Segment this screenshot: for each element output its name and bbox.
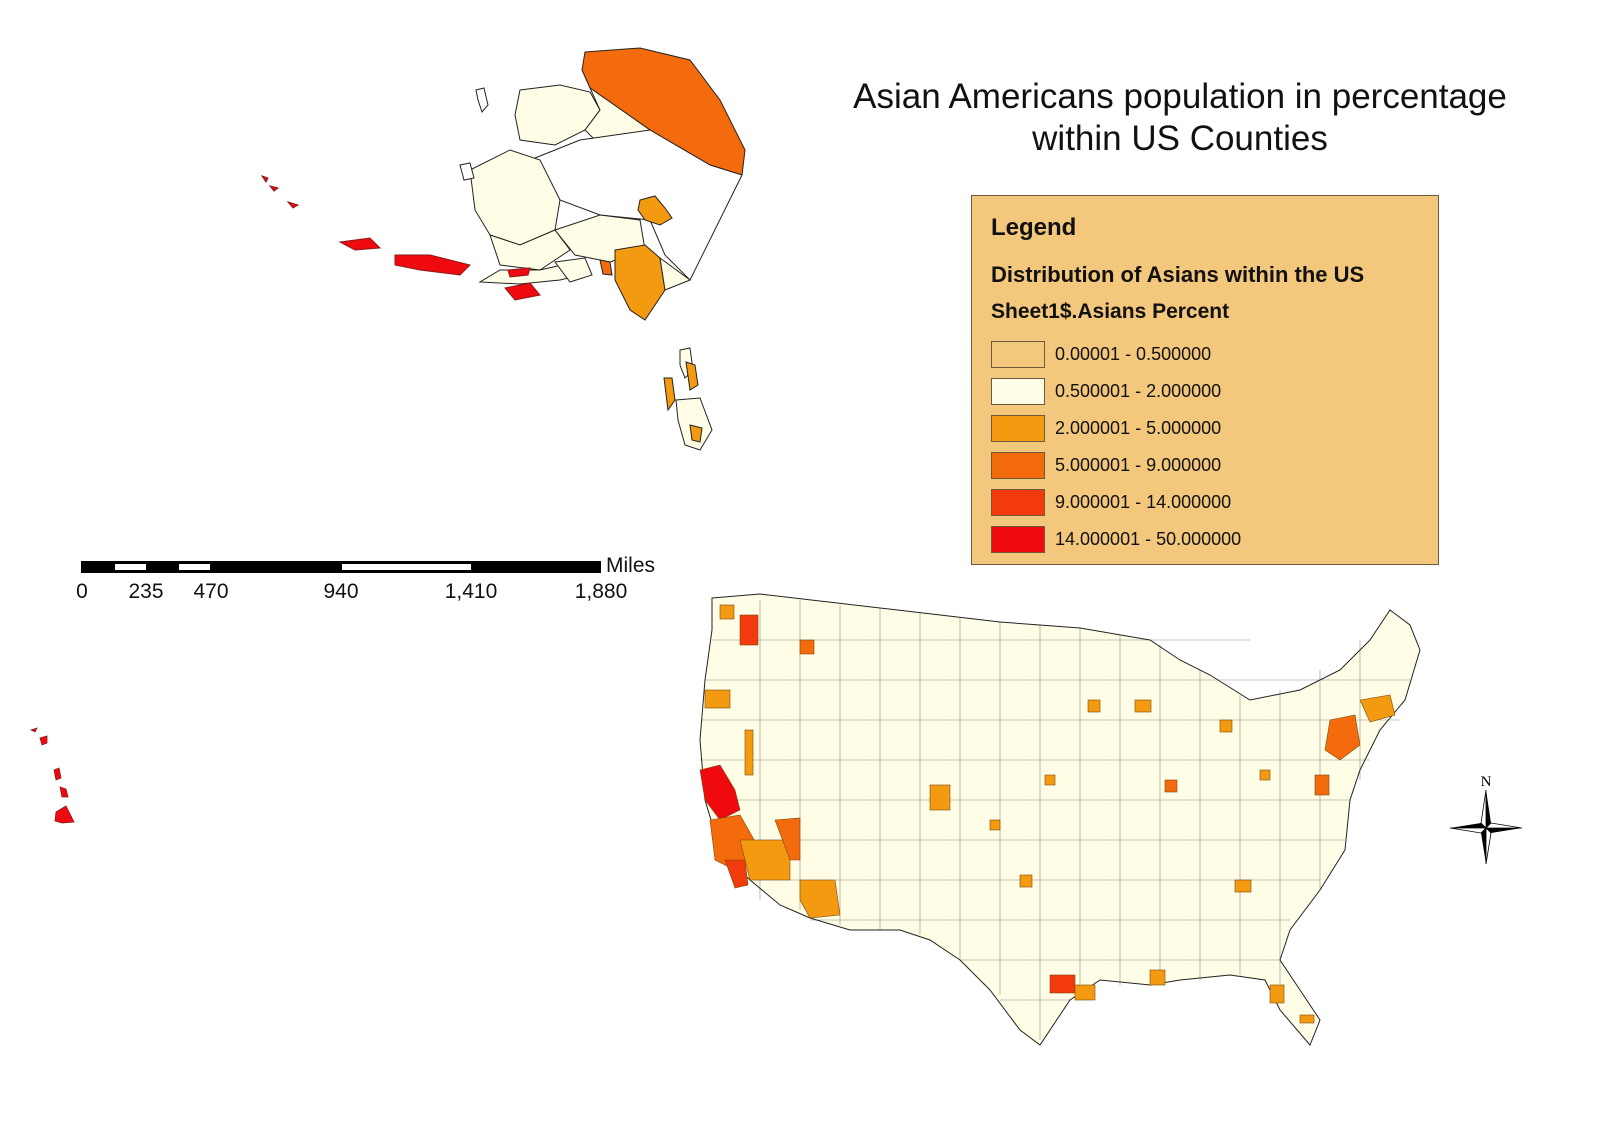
legend-item: 9.000001 - 14.000000 — [991, 484, 1241, 521]
legend-swatch — [991, 415, 1045, 442]
legend-item-label: 9.000001 - 14.000000 — [1055, 492, 1232, 512]
scale-tick: 1,880 — [574, 580, 628, 603]
legend-item: 5.000001 - 9.000000 — [991, 447, 1241, 484]
legend-item: 2.000001 - 5.000000 — [991, 410, 1241, 447]
scale-bar-segment — [179, 564, 210, 570]
compass-rose-icon — [1449, 789, 1523, 865]
legend-item: 14.000001 - 50.000000 — [991, 521, 1241, 558]
legend-panel: Legend Distribution of Asians within the… — [971, 195, 1439, 565]
legend-heading: Distribution of Asians within the US — [991, 262, 1365, 287]
map-title-line2: within US Counties — [1032, 119, 1328, 158]
legend-item: 0.500001 - 2.000000 — [991, 373, 1241, 410]
map-title-line1: Asian Americans population in percentage — [853, 77, 1507, 116]
legend-item-label: 2.000001 - 5.000000 — [1055, 418, 1222, 438]
legend-field-name: Sheet1$.Asians Percent — [991, 300, 1230, 323]
legend-swatch — [991, 452, 1045, 479]
legend-title: Legend — [991, 214, 1077, 241]
north-label: N — [1480, 774, 1492, 790]
legend-item-label: 5.000001 - 9.000000 — [1055, 455, 1222, 475]
map-title: Asian Americans population in percentage… — [820, 76, 1540, 160]
scale-bar-segment — [115, 564, 146, 570]
legend-swatch — [991, 341, 1045, 368]
legend-swatch — [991, 378, 1045, 405]
north-arrow: N — [1448, 774, 1524, 866]
legend-items: 0.00001 - 0.500000 0.500001 - 2.000000 2… — [991, 336, 1241, 558]
legend-item: 0.00001 - 0.500000 — [991, 336, 1241, 373]
legend-swatch — [991, 526, 1045, 553]
legend-item-label: 0.500001 - 2.000000 — [1055, 381, 1222, 401]
scale-tick: 470 — [193, 580, 229, 603]
scale-tick: 1,410 — [444, 580, 498, 603]
scale-tick: 940 — [323, 580, 359, 603]
scale-tick: 0 — [76, 580, 88, 603]
legend-item-label: 14.000001 - 50.000000 — [1055, 529, 1242, 549]
hawaii-inset — [29, 727, 75, 824]
legend-item-label: 0.00001 - 0.500000 — [1055, 344, 1212, 364]
contiguous-us-map — [699, 593, 1421, 1046]
alaska-inset — [260, 47, 746, 451]
legend-swatch — [991, 489, 1045, 516]
scale-units: Miles — [606, 554, 656, 577]
scale-bar-segment — [342, 564, 471, 570]
scale-tick: 235 — [128, 580, 164, 603]
scale-bar — [81, 561, 601, 573]
